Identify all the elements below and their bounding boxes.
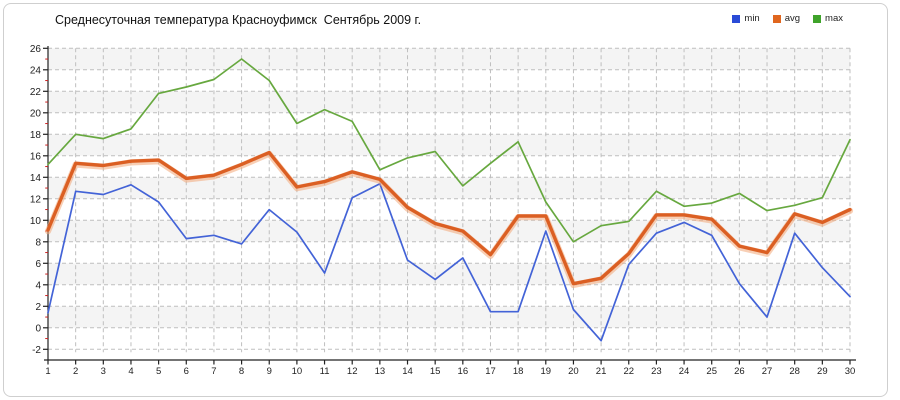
x-tick-label: 15 — [430, 366, 441, 377]
legend-label-min: min — [744, 13, 760, 24]
series-avg-line — [44, 150, 854, 289]
x-tick-label: 26 — [734, 366, 745, 377]
series-max-line — [47, 58, 851, 243]
x-tick-label: 27 — [762, 366, 773, 377]
y-tick-label: 8 — [35, 237, 41, 248]
min-swatch-icon — [732, 14, 741, 23]
y-tick-label: 10 — [30, 216, 42, 227]
x-tick-label: 5 — [156, 366, 161, 377]
x-tick-label: 30 — [845, 366, 856, 377]
x-tick-label: 25 — [706, 366, 717, 377]
x-tick-label: 20 — [568, 366, 579, 377]
x-tick-label: 6 — [184, 366, 189, 377]
x-tick-label: 19 — [541, 366, 552, 377]
y-tick-label: 14 — [30, 173, 42, 184]
y-tick-label: 22 — [30, 87, 42, 98]
x-tick-label: 14 — [402, 366, 413, 377]
x-tick-label: 23 — [651, 366, 662, 377]
x-tick-label: 29 — [817, 366, 828, 377]
x-tick-label: 21 — [596, 366, 607, 377]
y-tick-label: 12 — [30, 194, 42, 205]
legend-label-avg: avg — [784, 13, 801, 24]
x-tick-label: 7 — [211, 366, 216, 377]
y-tick-label: -2 — [32, 345, 41, 356]
y-tick-label: 2 — [35, 302, 41, 313]
axes — [44, 46, 856, 361]
x-tick-label: 1 — [45, 366, 50, 377]
x-tick-label: 8 — [239, 366, 244, 377]
x-tick-label: 11 — [320, 366, 330, 377]
series-min-line — [47, 182, 851, 342]
y-tick-label: 6 — [35, 259, 41, 270]
y-tick-label: 20 — [30, 108, 42, 119]
max-swatch-icon — [813, 14, 822, 23]
x-tick-label: 28 — [789, 366, 800, 377]
x-tick-label: 12 — [347, 366, 358, 377]
x-tick-label: 16 — [458, 366, 469, 377]
x-tick-label: 17 — [485, 366, 496, 377]
x-tick-label: 10 — [292, 366, 303, 377]
plot-bands — [48, 48, 850, 350]
legend-item-min[interactable]: min — [732, 13, 760, 24]
y-tick-label: 0 — [35, 323, 41, 334]
x-tick-label: 22 — [623, 366, 634, 377]
y-tick-label: 16 — [30, 151, 42, 162]
x-tick-label: 4 — [128, 366, 133, 377]
x-tick-label: 24 — [679, 366, 690, 377]
x-axis-ticks: 1 2 3 4 5 6 7 8 9 10 11 12 13 14 15 16 17 18 19 20 21 22 23 24 2… — [45, 360, 855, 377]
x-tick-label: 18 — [513, 366, 524, 377]
v-gridlines — [47, 48, 851, 353]
y-tick-label: 4 — [35, 280, 41, 291]
x-tick-label: 9 — [267, 366, 272, 377]
h-gridlines — [48, 47, 850, 350]
y-tick-label: 24 — [30, 65, 42, 76]
x-tick-label: 3 — [101, 366, 106, 377]
x-tick-label: 2 — [73, 366, 78, 377]
chart-title: Среднесуточная температура Красноуфимск … — [55, 13, 422, 27]
legend: min avg max — [732, 13, 843, 24]
x-tick-label: 13 — [375, 366, 386, 377]
legend-label-max: max — [825, 13, 843, 24]
avg-swatch-icon — [772, 14, 781, 23]
y-tick-label: 26 — [30, 44, 42, 55]
legend-item-max[interactable]: max — [813, 13, 843, 24]
legend-item-avg[interactable]: avg — [772, 13, 801, 24]
y-tick-label: 18 — [30, 130, 42, 141]
